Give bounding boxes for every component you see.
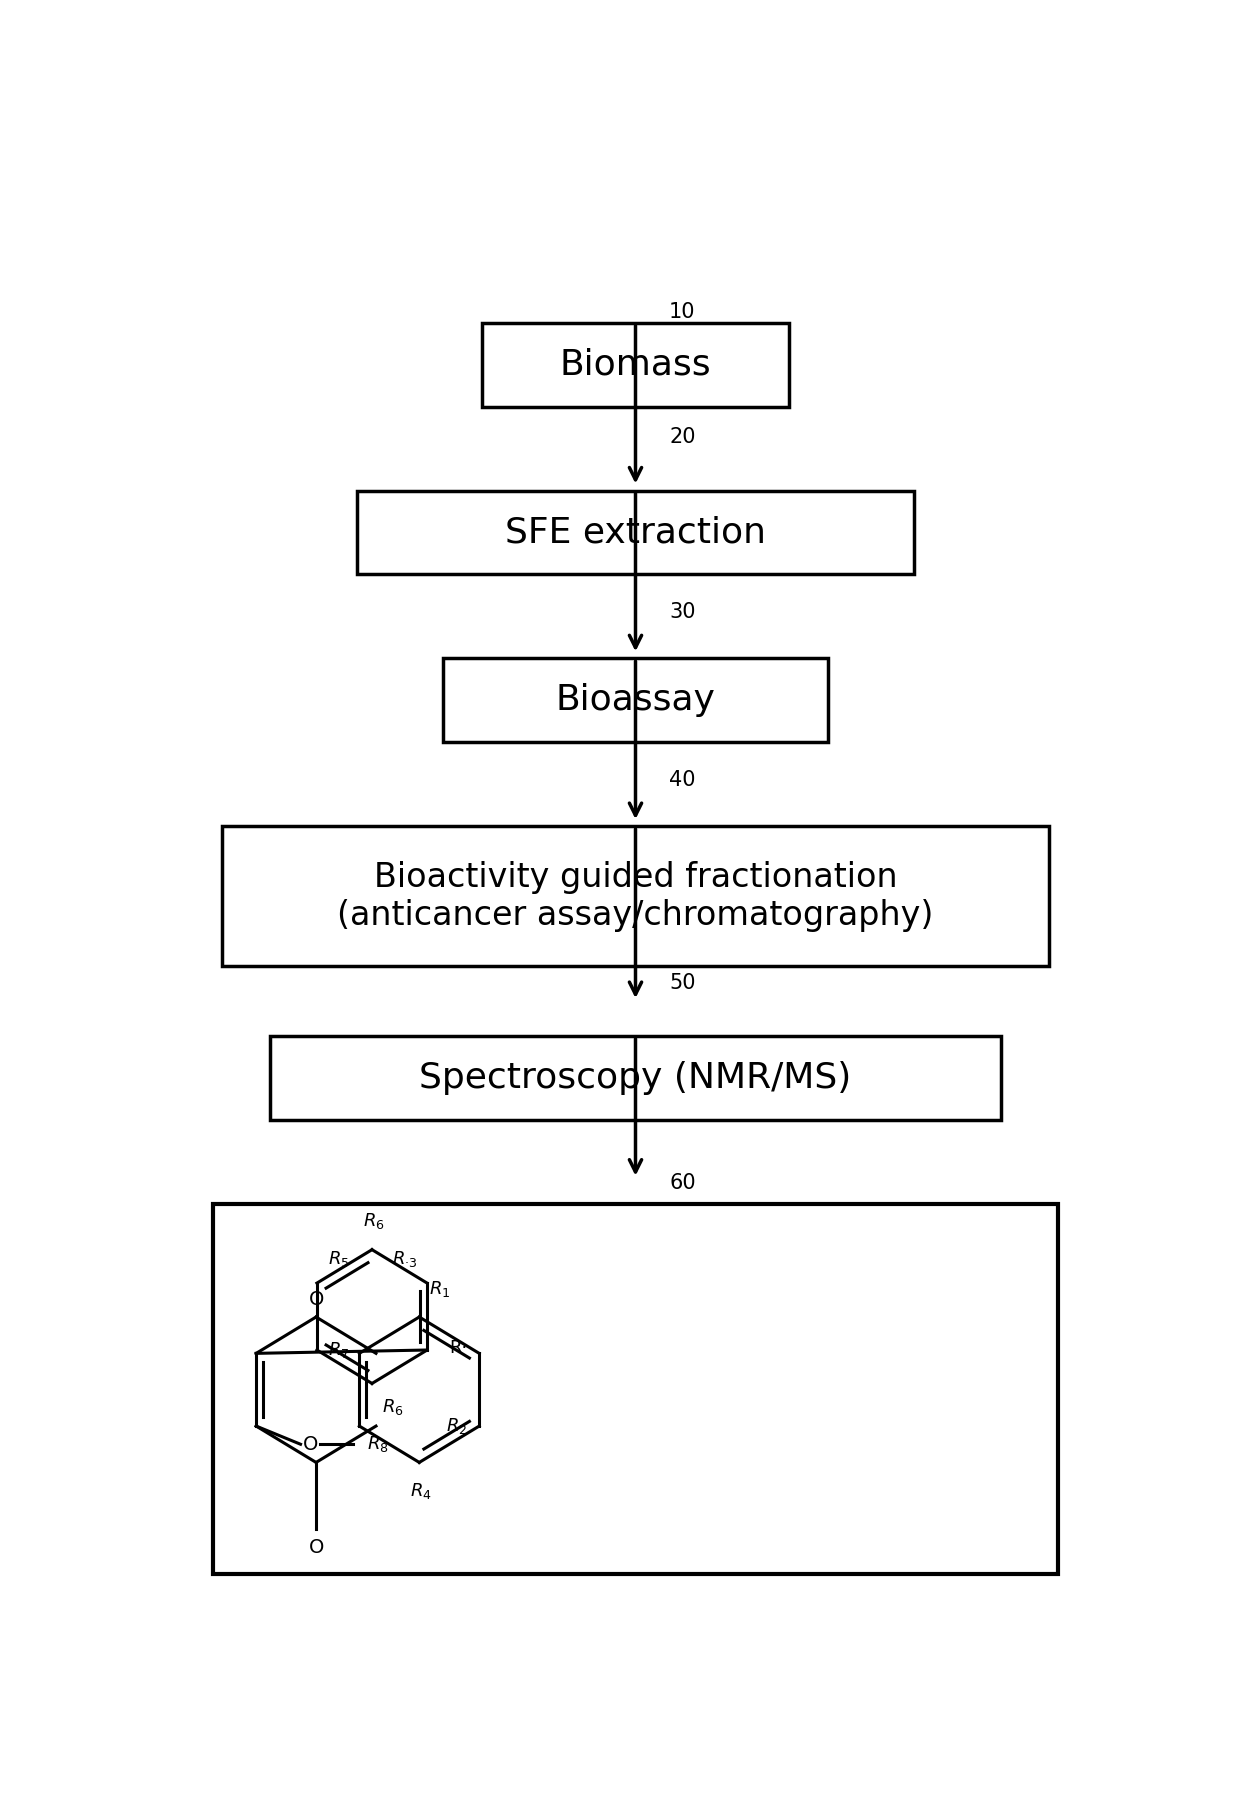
Text: $R_8$: $R_8$ [367, 1435, 388, 1455]
Text: $R_4$: $R_4$ [410, 1480, 432, 1500]
Bar [222, 826, 1049, 966]
Text: 30: 30 [670, 603, 696, 623]
Text: R·: R· [449, 1338, 467, 1357]
Text: SFE extraction: SFE extraction [505, 516, 766, 550]
Text: Spectroscopy (NMR/MS): Spectroscopy (NMR/MS) [419, 1061, 852, 1095]
Text: $R_2$: $R_2$ [446, 1416, 467, 1436]
Text: $R_5$: $R_5$ [329, 1249, 350, 1269]
Text: $R_1$: $R_1$ [429, 1278, 450, 1298]
Text: 20: 20 [670, 427, 696, 447]
Text: 40: 40 [670, 770, 696, 790]
Text: O: O [309, 1538, 324, 1556]
Text: 60: 60 [670, 1173, 696, 1193]
Bar [270, 1035, 1001, 1120]
Text: O: O [303, 1435, 317, 1455]
Bar [481, 323, 789, 407]
Bar [444, 659, 828, 743]
Text: O: O [309, 1289, 324, 1309]
Text: $R_6$: $R_6$ [363, 1211, 384, 1231]
Text: 10: 10 [670, 301, 696, 321]
Text: Biomass: Biomass [559, 347, 712, 381]
Bar [213, 1204, 1058, 1574]
Text: $R_6$: $R_6$ [382, 1398, 403, 1418]
Text: $R_{·3}$: $R_{·3}$ [392, 1249, 418, 1269]
Bar [357, 490, 914, 574]
Text: Bioassay: Bioassay [556, 683, 715, 717]
Text: 50: 50 [670, 973, 696, 993]
Text: $R_7$: $R_7$ [329, 1340, 350, 1360]
Text: Bioactivity guided fractionation
(anticancer assay/chromatography): Bioactivity guided fractionation (antica… [337, 861, 934, 932]
